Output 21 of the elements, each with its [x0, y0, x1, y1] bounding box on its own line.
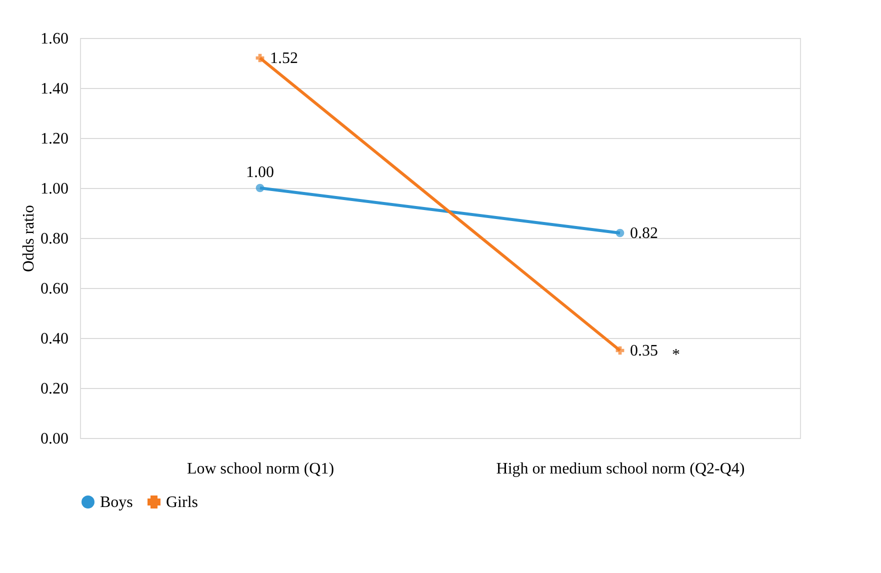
- point: [616, 228, 624, 238]
- point: [256, 184, 264, 192]
- y-tick-label: 0.00: [40, 430, 68, 448]
- x-tick-label: Low school norm (Q1): [186, 460, 334, 478]
- x-tick-label: High or medium school norm (Q2-Q4): [496, 460, 745, 478]
- y-tick-label: 1.20: [40, 130, 68, 148]
- y-tick-label: 0.20: [40, 380, 68, 398]
- legend-label: Girls: [166, 494, 198, 511]
- data-label: 0.82: [630, 225, 658, 242]
- legend-label: Boys: [100, 494, 133, 511]
- annotation: *: [672, 346, 680, 364]
- y-tick-label: 0.40: [40, 330, 68, 348]
- data-label: 1.52: [270, 50, 298, 67]
- y-tick-label: 1.60: [40, 30, 68, 48]
- y-tick-label: 1.40: [40, 80, 68, 98]
- y-axis-title: Odds ratio: [20, 204, 38, 272]
- y-tick-label: 0.80: [40, 230, 68, 248]
- data-label: 1.00: [246, 164, 274, 181]
- data-label: 0.35: [630, 342, 658, 360]
- y-tick-label: 0.60: [40, 280, 68, 298]
- y-tick-label: 1.00: [40, 180, 68, 198]
